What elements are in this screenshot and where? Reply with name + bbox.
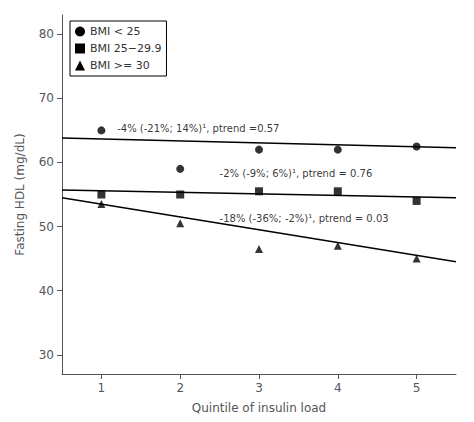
svg-text:Fasting HDL (mg/dL): Fasting HDL (mg/dL) [13,133,27,255]
svg-text:70: 70 [39,91,54,105]
svg-text:BMI >= 30: BMI >= 30 [90,59,150,72]
svg-text:1: 1 [98,381,106,395]
svg-text:Quintile of insulin load: Quintile of insulin load [192,401,326,415]
svg-text:60: 60 [39,155,54,169]
svg-text:4: 4 [334,381,342,395]
svg-text:-18% (-36%; -2%)¹, ptrend = 0.: -18% (-36%; -2%)¹, ptrend = 0.03 [220,213,389,224]
svg-text:BMI < 25: BMI < 25 [90,25,141,38]
svg-text:50: 50 [39,220,54,234]
svg-text:-2% (-9%; 6%)¹, ptrend = 0.76: -2% (-9%; 6%)¹, ptrend = 0.76 [220,168,373,179]
svg-text:80: 80 [39,27,54,41]
svg-text:40: 40 [39,284,54,298]
svg-text:3: 3 [255,381,263,395]
svg-text:30: 30 [39,348,54,362]
svg-text:2: 2 [176,381,184,395]
svg-text:5: 5 [413,381,421,395]
svg-text:BMI 25−29.9: BMI 25−29.9 [90,42,161,55]
svg-text:-4% (-21%; 14%)¹, ptrend =0.57: -4% (-21%; 14%)¹, ptrend =0.57 [117,123,279,134]
